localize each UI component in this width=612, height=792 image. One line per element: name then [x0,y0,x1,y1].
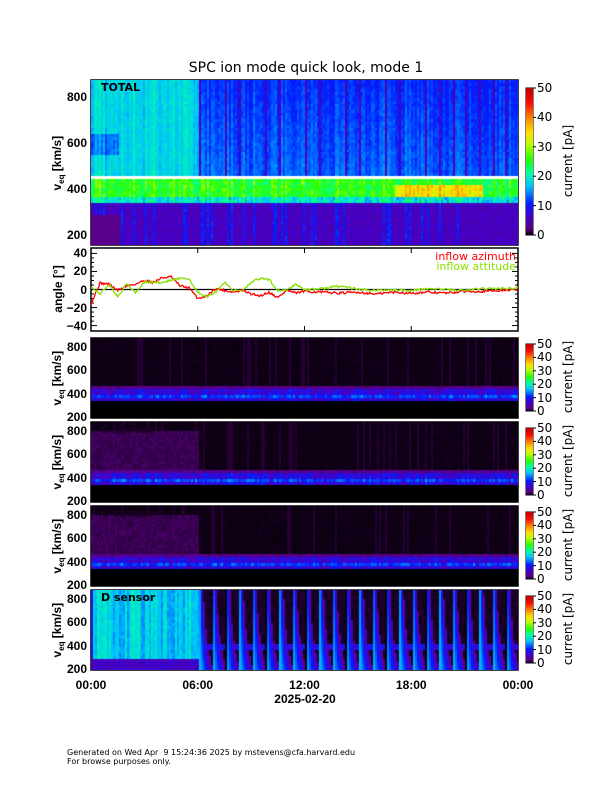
y-tick-label: 40 [73,246,87,261]
footer-browse-note: For browse purposes only. [67,757,171,766]
y-axis-label-subscript: eq [57,641,67,651]
colorbar-label: current [pA] [561,340,575,413]
y-tick-label: 600 [66,531,87,546]
colorbar-tick-label: 30 [537,615,553,630]
y-axis-label-subscript: eq [57,473,67,483]
series-line-inflow-azimuth [90,275,519,306]
y-tick-label: 400 [66,182,87,197]
legend-entry-inflow-attitude: inflow attitude [436,260,516,273]
y-axis-label-subscript: eq [57,174,67,184]
y-tick-label: 600 [66,615,87,630]
y-axis-label-subscript: eq [57,389,67,399]
y-tick-label: 400 [66,638,87,653]
series-line-inflow-attitude [90,276,519,299]
colorbar-tick-label: 10 [537,474,553,489]
y-tick-label: 600 [66,447,87,462]
colorbar-tick-label: 10 [537,642,553,657]
legend-entry-inflow-azimuth: inflow azimuth [435,250,516,263]
x-tick-label: 06:00 [182,678,214,692]
colorbar-d [526,596,533,663]
colorbar-a [526,344,533,411]
spectrogram-c [91,506,518,586]
colorbar-tick-label: 10 [537,558,553,573]
colorbar-tick-label: 0 [537,488,545,502]
y-tick-label: −20 [66,300,87,315]
panel-label-c: C sensor [101,507,155,520]
colorbar-tick-label: 40 [537,518,553,533]
y-tick-label: −40 [66,318,87,333]
y-tick-label: 200 [66,577,87,592]
colorbar-tick-label: 40 [537,602,553,617]
panel-label-b: B sensor [101,423,155,436]
colorbar-tick-label: 20 [537,629,553,644]
colorbar-tick-label: 10 [537,390,553,405]
y-tick-label: 400 [66,470,87,485]
x-tick-label: 18:00 [395,678,427,692]
colorbar-tick-label: 50 [537,505,553,519]
y-tick-label: 200 [66,493,87,508]
colorbar-tick-label: 50 [537,421,553,435]
x-tick-label: 00:00 [502,678,534,692]
y-tick-label: 800 [66,90,87,105]
colorbar-tick-label: 0 [537,572,545,586]
y-tick-label: 400 [66,554,87,569]
y-tick-label: 800 [66,423,87,438]
colorbar-tick-label: 0 [537,228,545,242]
colorbar-tick-label: 40 [537,110,553,125]
y-tick-label: 200 [66,228,87,243]
colorbar-tick-label: 50 [537,81,553,95]
colorbar-tick-label: 20 [537,169,553,184]
colorbar-tick-label: 30 [537,139,553,154]
spectrogram-b [91,422,518,502]
y-axis-label-subscript: eq [57,557,67,567]
footer-generated: Generated on Wed Apr 9 15:24:36 2025 by … [67,748,356,757]
colorbar-label: current [pA] [561,508,575,581]
colorbar-label: current [pA] [561,124,575,197]
colorbar-b [526,428,533,495]
x-tick-label: 12:00 [289,678,320,692]
colorbar-tick-label: 30 [537,531,553,546]
y-tick-label: 200 [66,409,87,424]
y-axis-label: veq [km/s] [49,602,67,658]
colorbar-tick-label: 40 [537,434,553,449]
spectrogram-a [91,338,518,418]
y-axis-label: veq [km/s] [49,135,67,191]
y-tick-label: 0 [80,282,87,297]
colorbar-tick-label: 10 [537,198,553,213]
colorbar-tick-label: 30 [537,447,553,462]
colorbar-tick-label: 30 [537,363,553,378]
y-axis-label: angle [°] [51,264,65,313]
x-axis-date: 2025-02-20 [274,692,336,706]
y-tick-label: 600 [66,363,87,378]
figure-title: SPC ion mode quick look, mode 1 [188,60,424,76]
colorbar-c [526,512,533,579]
y-axis-label: veq [km/s] [49,434,67,490]
y-tick-label: 800 [66,591,87,606]
colorbar-tick-label: 20 [537,461,553,476]
y-tick-label: 400 [66,386,87,401]
colorbar-tick-label: 0 [537,404,545,418]
colorbar-tick-label: 20 [537,377,553,392]
colorbar-label: current [pA] [561,592,575,665]
y-axis-label: veq [km/s] [49,518,67,574]
x-tick-label: 00:00 [75,678,107,692]
y-tick-label: 20 [73,264,87,279]
y-tick-label: 800 [66,339,87,354]
y-axis-label: veq [km/s] [49,350,67,406]
colorbar-tick-label: 20 [537,545,553,560]
colorbar-tick-label: 50 [537,337,553,351]
spectrogram-d [91,590,518,670]
panel-label-d: D sensor [101,591,156,604]
panel-label-total: TOTAL [101,81,141,94]
spectrogram-total [91,80,518,245]
colorbar-total [526,88,533,235]
colorbar-tick-label: 40 [537,350,553,365]
y-tick-label: 600 [66,136,87,151]
colorbar-label: current [pA] [561,424,575,497]
colorbar-tick-label: 0 [537,656,545,670]
y-tick-label: 200 [66,661,87,676]
y-tick-label: 800 [66,507,87,522]
colorbar-tick-label: 50 [537,589,553,603]
